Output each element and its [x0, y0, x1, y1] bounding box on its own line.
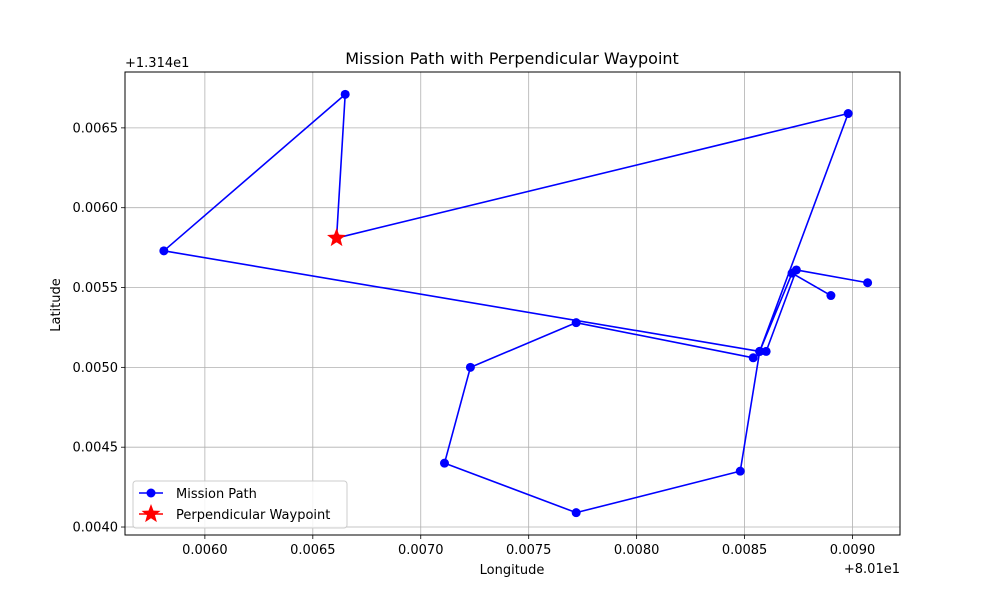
- mission-path-point: [843, 109, 853, 119]
- mission-path-point: [340, 89, 350, 99]
- plot-area-frame: [124, 71, 901, 536]
- y-tick-label: 0.0045: [73, 441, 119, 456]
- legend-waypoint-star: [141, 504, 161, 523]
- mission-path-point: [465, 362, 475, 372]
- mission-path-point: [571, 318, 581, 328]
- y-offset-label: +1.314e1: [125, 56, 189, 71]
- y-tick-label: 0.0050: [73, 361, 119, 376]
- mission-path-point: [787, 268, 797, 278]
- perpendicular-waypoint-star: [327, 228, 347, 247]
- legend-waypoint-label: Perpendicular Waypoint: [176, 508, 330, 523]
- mission-path-point: [735, 466, 745, 476]
- chart-title: Mission Path with Perpendicular Waypoint: [345, 49, 679, 68]
- x-tick-label: 0.0090: [830, 543, 876, 558]
- mission-path-point: [571, 508, 581, 518]
- x-offset-label: +8.01e1: [844, 562, 900, 577]
- series-layer: [159, 89, 873, 518]
- x-tick-label: 0.0070: [398, 543, 444, 558]
- y-tick-label: 0.0065: [73, 121, 119, 136]
- mission-path-point: [439, 458, 449, 468]
- mission-path-point: [159, 246, 169, 256]
- legend: Mission Path Perpendicular Waypoint: [132, 480, 348, 529]
- x-tick-label: 0.0080: [614, 543, 660, 558]
- axis-ticks: 0.0060 0.0065 0.0070 0.0075 0.0080 0.0085 0.00…: [73, 121, 876, 558]
- y-axis-label: Latitude: [49, 278, 64, 332]
- mission-path-point: [863, 278, 873, 288]
- legend-box: [132, 480, 348, 529]
- mission-path-line: [163, 93, 868, 514]
- legend-mission-path-label: Mission Path: [176, 487, 257, 502]
- y-tick-label: 0.0040: [73, 521, 119, 536]
- x-tick-label: 0.0085: [722, 543, 768, 558]
- mission-path-point: [826, 291, 836, 301]
- legend-mission-path-marker: [146, 488, 156, 498]
- mission-path-point: [755, 346, 765, 356]
- y-tick-label: 0.0060: [73, 201, 119, 216]
- x-tick-label: 0.0075: [506, 543, 552, 558]
- mission-path-point: [761, 346, 771, 356]
- x-tick-label: 0.0065: [290, 543, 336, 558]
- x-axis-label: Longitude: [480, 563, 545, 578]
- x-tick-label: 0.0060: [182, 543, 228, 558]
- mission-path-point: [748, 353, 758, 363]
- y-tick-label: 0.0055: [73, 281, 119, 296]
- grid-lines: [125, 72, 900, 535]
